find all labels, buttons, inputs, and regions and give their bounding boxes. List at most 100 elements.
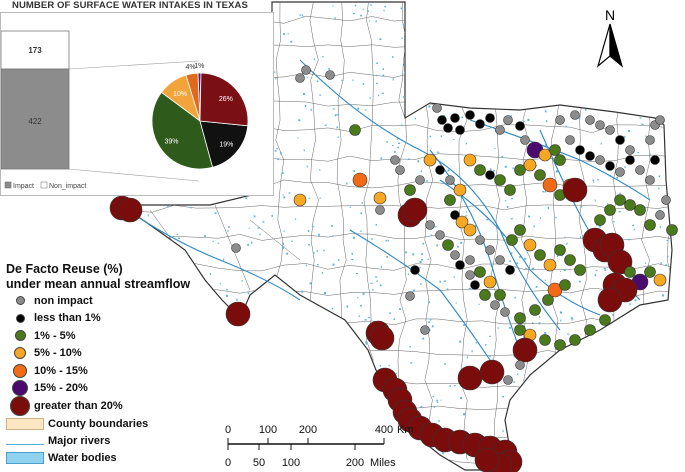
legend-dot-icon [10, 395, 30, 416]
water-body [224, 377, 227, 380]
water-body [673, 332, 675, 333]
water-body [617, 364, 620, 367]
water-body [190, 207, 192, 209]
water-body [380, 266, 383, 268]
water-body [504, 200, 507, 202]
water-body [282, 172, 284, 175]
water-body [603, 417, 606, 420]
intake-point [595, 120, 605, 130]
water-body [653, 107, 657, 109]
water-body [667, 255, 669, 258]
water-body [462, 43, 465, 47]
water-body [309, 377, 312, 380]
intake-point [564, 254, 576, 266]
intake-point [435, 230, 445, 240]
water-body [509, 260, 511, 262]
water-body [270, 400, 272, 403]
water-body [389, 312, 391, 315]
water-body [549, 457, 552, 459]
intake-point [420, 325, 430, 335]
legend-swatch-non-impact [40, 181, 48, 189]
water-body [649, 417, 651, 420]
intake-point [445, 175, 455, 185]
water-body [532, 60, 534, 62]
water-body [386, 140, 388, 143]
water-body [588, 104, 590, 107]
legend-reference-row: County boundaries [6, 416, 216, 433]
legend-dot-icon [13, 363, 27, 378]
legend-classes: non impact less than 1% 1% - 5% 5% - 10% 10%… [6, 292, 216, 416]
water-body [209, 273, 212, 275]
water-body [421, 259, 424, 261]
intake-point [443, 123, 453, 133]
intake-point [442, 239, 454, 251]
chart-title: NUMBER OF SURFACE WATER INTAKES IN TEXAS [12, 0, 248, 11]
water-body [497, 89, 500, 91]
legend-class-label: 10% - 15% [34, 364, 88, 377]
water-body [527, 118, 530, 121]
water-body [429, 319, 432, 321]
water-body [624, 166, 627, 168]
water-body [295, 401, 297, 404]
legend-reference-label: County boundaries [48, 418, 149, 430]
water-body [561, 254, 564, 257]
water-body [247, 292, 250, 295]
water-body [526, 62, 529, 64]
water-body [469, 31, 471, 34]
water-body [444, 363, 446, 365]
water-body [512, 167, 515, 169]
intake-point [594, 214, 606, 226]
water-body [370, 282, 373, 284]
intake-point [574, 264, 586, 276]
water-body [531, 267, 535, 270]
water-body [307, 229, 310, 232]
water-body [303, 149, 305, 152]
intake-point [485, 113, 495, 123]
intake-point [514, 312, 526, 324]
water-body [282, 194, 284, 196]
water-body [212, 240, 214, 242]
water-body [597, 383, 600, 385]
intake-point [520, 135, 530, 145]
intake-point [402, 197, 428, 223]
water-body [665, 441, 668, 443]
intake-point [405, 291, 415, 301]
water-body [436, 399, 438, 402]
water-body [588, 4, 591, 6]
scale-mi-tick-0: 0 [225, 457, 231, 469]
water-body [316, 80, 319, 83]
intake-point [644, 219, 656, 231]
water-body [593, 427, 596, 429]
water-body [553, 386, 555, 388]
water-body [453, 385, 456, 387]
water-body [565, 125, 568, 128]
water-body [657, 403, 659, 406]
intake-point [404, 184, 416, 196]
water-body [507, 72, 509, 75]
water-body [658, 175, 661, 178]
water-body [494, 147, 496, 150]
water-body [295, 218, 297, 220]
water-body [368, 317, 371, 319]
intake-point [474, 164, 486, 176]
water-body [459, 42, 461, 44]
scale-km-tick-200: 200 [299, 424, 317, 436]
legend-class-row: 10% - 15% [6, 362, 216, 380]
north-label: N [605, 7, 615, 23]
intake-point [585, 115, 595, 125]
water-body [379, 365, 382, 367]
water-body [486, 218, 489, 221]
water-body [279, 152, 282, 154]
water-body [440, 135, 442, 138]
water-body [564, 53, 567, 55]
intake-point [624, 266, 636, 278]
water-body [290, 40, 293, 43]
water-body [300, 331, 303, 333]
scale-bar: 0 100 200 400 Km 0 50 100 200 Miles [225, 424, 414, 469]
water-body [415, 71, 418, 73]
water-body [666, 362, 668, 365]
water-body [367, 10, 370, 13]
intake-point [645, 135, 655, 145]
intake-point [295, 73, 305, 83]
intake-point [538, 148, 552, 162]
